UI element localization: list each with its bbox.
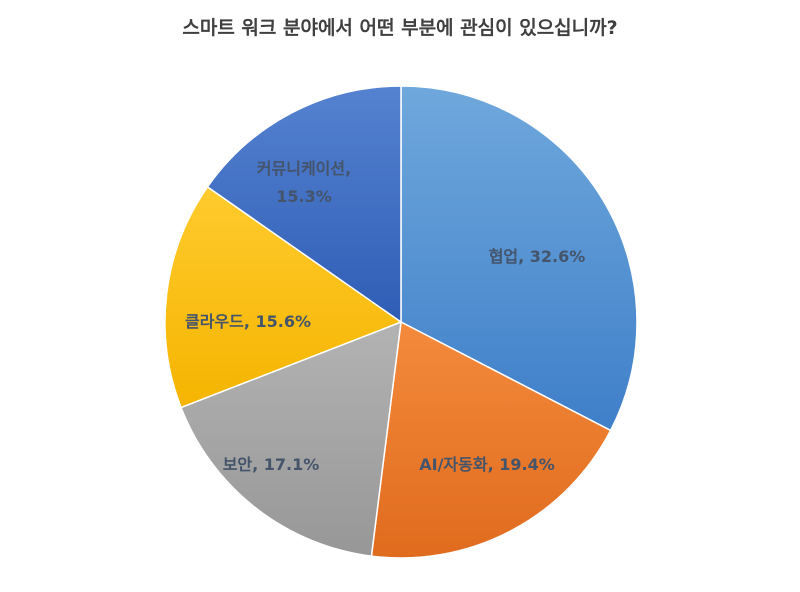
slice-cloud-label: 클라우드, 15.6%: [185, 312, 311, 331]
slice-collaboration: [400, 85, 638, 432]
slice-ai-automation: [370, 320, 612, 559]
slice-communication-label: 커뮤니케이션, 15.3%: [257, 159, 351, 206]
chart-title: 스마트 워크 분야에서 어떤 부분에 관심이 있으십니까?: [182, 17, 617, 39]
slice-label-line: 커뮤니케이션,: [257, 159, 351, 178]
slice-cloud: [164, 185, 403, 409]
slice-ai-automation-label: AI/자동화, 19.4%: [419, 455, 555, 474]
slice-security: [180, 320, 402, 557]
slice-security-label: 보안, 17.1%: [223, 455, 320, 474]
slice-label-line: 15.3%: [276, 187, 332, 206]
slice-communication: [206, 85, 402, 324]
slice-collaboration-label: 협업, 32.6%: [489, 247, 586, 266]
pie-slices: [164, 85, 638, 559]
slice-labels: 협업, 32.6% AI/자동화, 19.4% 보안, 17.1% 클라우드, 15.…: [185, 159, 585, 474]
